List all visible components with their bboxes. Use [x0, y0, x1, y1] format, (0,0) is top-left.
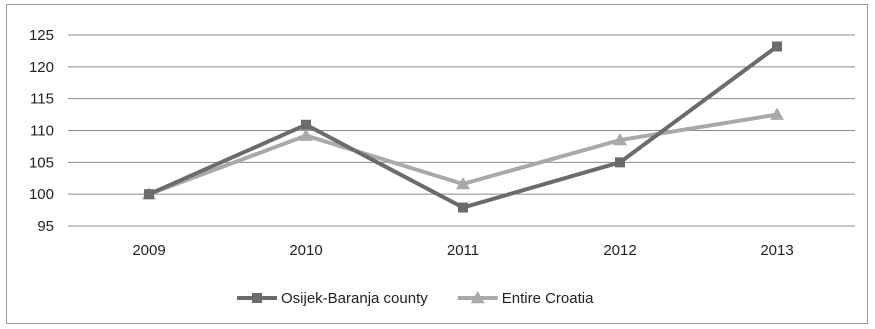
y-tick-label-120: 120: [29, 59, 54, 76]
grid-lines: [68, 34, 855, 227]
y-tick-label-110: 110: [30, 123, 54, 140]
x-tick-label-2011: 2011: [447, 242, 479, 259]
data-point-osijek-baranja-county-2012: [615, 157, 625, 168]
legend-swatch-marker-entire-croatia: [470, 291, 485, 304]
series-osijek-baranja-county: [144, 41, 782, 213]
y-tick-label-125: 125: [29, 27, 54, 44]
y-tick-label-115: 115: [30, 91, 54, 108]
data-point-entire-croatia-2011: [456, 176, 470, 190]
data-point-osijek-baranja-county-2010: [301, 119, 311, 130]
x-tick-label-2012: 2012: [603, 242, 636, 259]
legend-item-entire-croatia: Entire Croatia: [457, 290, 594, 307]
data-point-osijek-baranja-county-2009: [144, 189, 154, 200]
data-point-osijek-baranja-county-2011: [458, 202, 468, 213]
y-tick-label-95: 95: [37, 218, 54, 235]
data-point-entire-croatia-2010: [299, 128, 313, 141]
chart-frame: [6, 4, 868, 324]
legend-label-osijek-baranja-county: Osijek-Baranja county: [281, 290, 428, 307]
legend: Osijek-Baranja county Entire Croatia: [237, 290, 594, 307]
y-tick-label-105: 105: [29, 154, 54, 171]
legend-swatch-marker-osijek-baranja-county: [252, 293, 262, 303]
x-tick-label-2013: 2013: [760, 242, 793, 259]
data-point-osijek-baranja-county-2013: [772, 41, 782, 52]
legend-label-entire-croatia: Entire Croatia: [502, 290, 594, 307]
legend-item-osijek-baranja-county: Osijek-Baranja county: [237, 290, 428, 307]
x-axis-tick-labels: 2009 2010 2011 2012 2013: [132, 242, 793, 259]
y-tick-label-100: 100: [29, 186, 54, 203]
data-point-entire-croatia-2013: [770, 107, 784, 120]
data-point-entire-croatia-2012: [613, 133, 627, 146]
x-tick-label-2009: 2009: [132, 242, 165, 259]
series-group: [142, 41, 784, 213]
x-tick-label-2010: 2010: [289, 242, 322, 259]
y-axis-tick-labels: 95 100 105 110 115 120 125: [29, 27, 54, 235]
